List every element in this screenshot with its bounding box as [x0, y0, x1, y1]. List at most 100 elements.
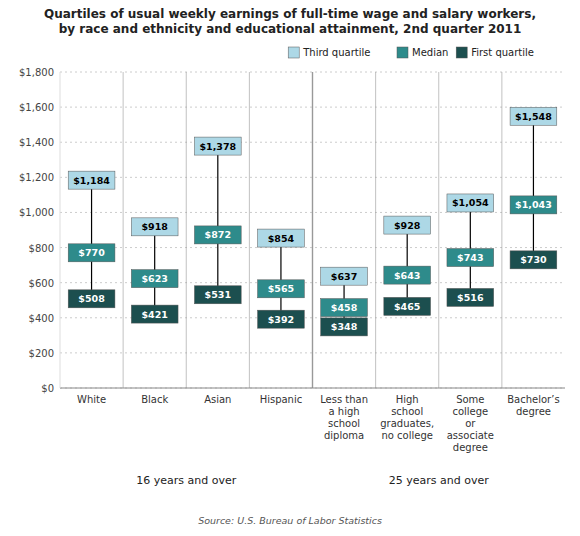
data-label: $531 — [205, 289, 231, 300]
divider — [438, 72, 439, 388]
y-tick-label: $1,200 — [19, 172, 54, 183]
y-tick-label: $1,800 — [19, 67, 54, 78]
text-line: Some — [456, 394, 484, 405]
data-label: $1,548 — [515, 111, 552, 122]
x-tick-label: Asian — [204, 394, 231, 405]
quartile-box — [131, 270, 178, 288]
y-tick-label: $200 — [29, 348, 54, 359]
divider — [249, 72, 250, 388]
chart: Quartiles of usual weekly earnings of fu… — [0, 0, 580, 536]
quartile-box — [321, 318, 368, 336]
text-line: High — [396, 394, 419, 405]
range-line — [217, 146, 218, 295]
data-label: $623 — [141, 273, 167, 284]
title: Quartiles of usual weekly earnings of fu… — [44, 7, 536, 36]
legend-label: Median — [412, 47, 448, 58]
text-line: or — [465, 418, 476, 429]
quartile-box — [321, 299, 368, 317]
text-line: Bachelor’s — [507, 394, 559, 405]
x-tick-label: Black — [141, 394, 168, 405]
data-label: $872 — [205, 229, 231, 240]
range-line — [91, 180, 92, 299]
range-line — [407, 225, 408, 306]
quartile-box — [194, 226, 241, 244]
range-line — [280, 238, 281, 319]
quartile-box — [258, 229, 305, 247]
text-line: White — [77, 394, 106, 405]
data-labels: $1,184 $770 $508 $918 $623 $421 $1,378 $872 $531… — [73, 111, 552, 333]
quartile-box — [510, 107, 557, 125]
text-line: diploma — [324, 430, 364, 441]
text-line: graduates, — [380, 418, 434, 429]
y-tick-label: $1,400 — [19, 137, 54, 148]
data-label: $508 — [78, 293, 105, 304]
divider — [312, 72, 313, 388]
grid — [60, 72, 565, 388]
quartile-box — [510, 196, 557, 214]
text-line: Less than — [320, 394, 368, 405]
text-line: school — [328, 418, 360, 429]
data-label: $516 — [457, 292, 484, 303]
text-line: college — [452, 406, 488, 417]
data-label: $565 — [268, 283, 294, 294]
y-tick-label: $600 — [29, 278, 54, 289]
divider — [186, 72, 187, 388]
data-label: $1,054 — [452, 197, 489, 208]
marks — [68, 107, 557, 336]
legend: Third quartile Median First quartile — [288, 47, 534, 58]
quartile-box — [447, 288, 494, 306]
quartile-box — [447, 194, 494, 212]
quartile-box — [447, 249, 494, 267]
data-label: $458 — [331, 302, 358, 313]
legend-swatch — [397, 47, 408, 58]
range-line — [533, 116, 534, 260]
quartile-box — [194, 137, 241, 155]
legend-label: Third quartile — [302, 47, 370, 58]
quartile-box — [131, 218, 178, 236]
data-label: $928 — [394, 220, 421, 231]
data-label: $770 — [78, 247, 105, 258]
quartile-box — [258, 280, 305, 298]
divider — [501, 72, 502, 388]
data-label: $637 — [331, 271, 357, 282]
x-axis-line — [60, 388, 565, 389]
data-label: $465 — [394, 301, 420, 312]
text-line: associate — [447, 430, 494, 441]
data-label: $743 — [457, 252, 483, 263]
x-tick-label: Bachelor’sdegree — [507, 394, 559, 417]
quartile-box — [131, 305, 178, 323]
text-line: a high — [329, 406, 360, 417]
x-tick-label: Highschoolgraduates,no college — [380, 394, 434, 441]
quartile-box — [321, 267, 368, 285]
divider — [123, 72, 124, 388]
data-label: $1,378 — [199, 141, 236, 152]
data-label: $918 — [141, 221, 168, 232]
quartile-box — [384, 266, 431, 284]
y-tick-label: $1,600 — [19, 102, 54, 113]
data-label: $392 — [268, 314, 294, 325]
y-tick-label: $1,000 — [19, 207, 54, 218]
text-line: Hispanic — [260, 394, 303, 405]
legend-label: First quartile — [471, 47, 534, 58]
text-line: no college — [381, 430, 432, 441]
x-tick-label: Less thana highschooldiploma — [320, 394, 368, 441]
quartile-box — [384, 216, 431, 234]
quartile-box — [68, 244, 115, 262]
quartile-box — [68, 290, 115, 308]
quartile-box — [384, 297, 431, 315]
text-line: school — [391, 406, 423, 417]
data-label: $1,043 — [515, 199, 552, 210]
data-label: $348 — [331, 321, 358, 332]
y-tick-label: $400 — [29, 313, 54, 324]
data-label: $1,184 — [73, 175, 110, 186]
data-label: $643 — [394, 270, 420, 281]
quartile-box — [194, 286, 241, 304]
text-line: Black — [141, 394, 168, 405]
data-label: $854 — [268, 233, 295, 244]
grid-line — [60, 388, 565, 389]
quartile-box — [68, 171, 115, 189]
data-label: $421 — [141, 309, 167, 320]
y-tick-label: $0 — [41, 383, 54, 394]
data-label: $730 — [520, 254, 547, 265]
source: Source: U.S. Bureau of Labor Statistics — [198, 515, 382, 526]
